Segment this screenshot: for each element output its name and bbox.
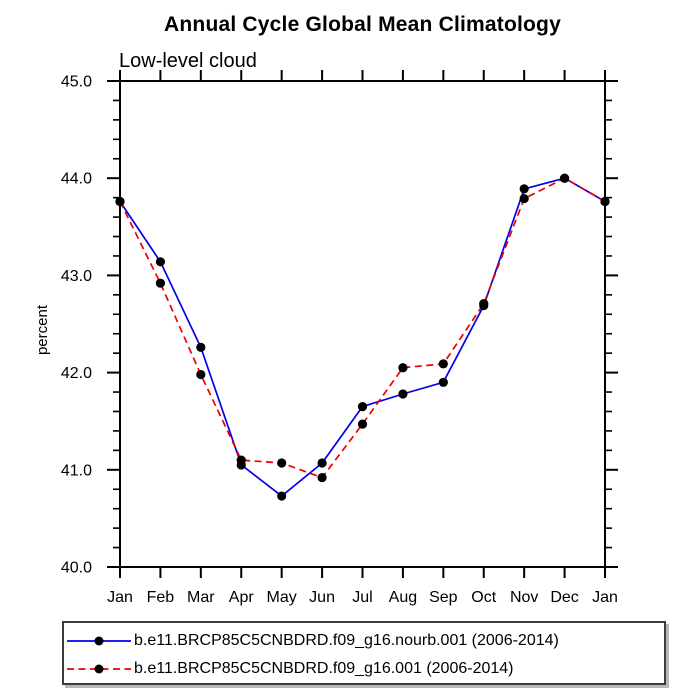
legend-line-sample-dashed xyxy=(67,664,131,674)
legend-label-1: b.e11.BRCP85C5CNBDRD.f09_g16.001 (2006-2… xyxy=(134,660,514,677)
data-point-marker xyxy=(398,363,408,373)
x-axis-tick-label: Dec xyxy=(550,589,578,606)
chart-title: Annual Cycle Global Mean Climatology xyxy=(164,13,561,36)
data-point-marker xyxy=(277,491,287,501)
y-axis-tick-label: 44.0 xyxy=(61,171,92,188)
legend-entry-0: b.e11.BRCP85C5CNBDRD.f09_g16.nourb.001 (… xyxy=(66,627,664,655)
data-point-marker xyxy=(115,196,125,207)
legend-line-sample-solid xyxy=(67,636,131,646)
legend-label-0: b.e11.BRCP85C5CNBDRD.f09_g16.nourb.001 (… xyxy=(134,632,559,649)
data-point-marker xyxy=(317,472,327,483)
data-point-marker xyxy=(236,455,246,465)
legend-entry-1: b.e11.BRCP85C5CNBDRD.f09_g16.001 (2006-2… xyxy=(66,655,664,683)
y-axis-tick-label: 45.0 xyxy=(61,74,92,91)
x-axis-tick-label: Apr xyxy=(229,589,255,606)
x-axis-tick-label: Feb xyxy=(147,589,175,606)
data-point-marker xyxy=(155,257,166,267)
data-point-marker xyxy=(438,377,448,387)
data-point-marker xyxy=(559,173,570,183)
data-point-marker xyxy=(277,458,287,468)
x-axis-tick-label: Jan xyxy=(107,589,133,606)
y-axis-tick-label: 41.0 xyxy=(61,462,92,479)
data-point-marker xyxy=(317,458,327,468)
x-axis-tick-label: Aug xyxy=(389,589,417,606)
x-axis-tick-label: Nov xyxy=(510,589,538,606)
series-line-0 xyxy=(119,177,606,498)
data-point-marker xyxy=(155,278,166,288)
x-axis-tick-label: Jun xyxy=(309,589,335,606)
data-point-marker xyxy=(519,184,529,194)
data-point-marker xyxy=(357,402,368,412)
x-axis-tick-label: Oct xyxy=(471,589,496,606)
x-axis-tick-label: Jul xyxy=(352,589,372,606)
x-axis-tick-label: May xyxy=(267,589,297,606)
data-point-marker xyxy=(196,369,206,380)
data-point-marker xyxy=(600,196,610,207)
plot-frame xyxy=(119,80,606,568)
legend-box: b.e11.BRCP85C5CNBDRD.f09_g16.nourb.001 (… xyxy=(62,621,666,685)
x-axis-tick-label: Mar xyxy=(187,589,215,606)
data-point-marker xyxy=(519,194,529,204)
y-axis-tick-label: 42.0 xyxy=(61,365,92,382)
x-axis-tick-label: Jan xyxy=(592,589,618,606)
y-axis-tick-label: 40.0 xyxy=(61,560,92,577)
data-point-marker xyxy=(438,359,448,369)
data-point-marker xyxy=(357,419,368,429)
y-axis-tick-label: 43.0 xyxy=(61,268,92,285)
data-point-marker xyxy=(398,389,408,399)
data-point-marker xyxy=(196,342,206,352)
x-axis-tick-label: Sep xyxy=(429,589,458,606)
series-line-1 xyxy=(119,177,606,479)
chart-subtitle: Low-level cloud xyxy=(119,50,257,72)
data-point-marker xyxy=(479,298,489,309)
